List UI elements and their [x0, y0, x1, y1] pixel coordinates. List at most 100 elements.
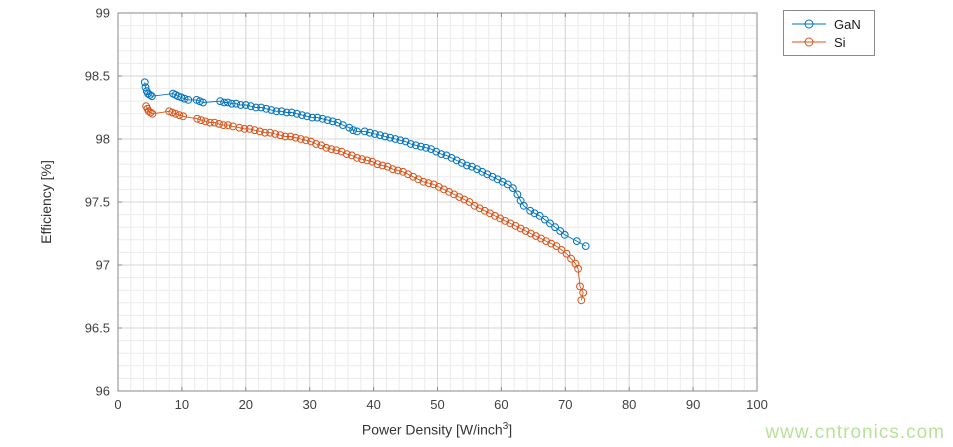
data-point-marker-si — [491, 212, 499, 220]
data-point-marker-si — [327, 145, 336, 154]
data-series — [140, 78, 590, 305]
legend-marker-si — [792, 37, 826, 47]
data-point-marker-si — [373, 160, 382, 169]
data-point-marker-gan — [401, 137, 410, 146]
data-point-marker-gan — [509, 184, 517, 193]
data-point-marker-si — [579, 288, 588, 297]
data-point-marker-gan — [277, 107, 286, 116]
data-point-marker-si — [261, 128, 269, 137]
data-point-marker-si — [434, 183, 443, 191]
data-point-marker-si — [378, 161, 387, 170]
data-point-marker-gan — [345, 123, 354, 132]
data-point-marker-si — [475, 204, 484, 213]
data-point-marker-si — [250, 126, 259, 135]
x-tick-label: 50 — [430, 397, 444, 412]
data-point-marker-gan — [503, 180, 512, 189]
data-point-marker-gan — [541, 215, 549, 224]
data-point-marker-si — [206, 118, 214, 127]
data-point-marker-gan — [478, 167, 487, 176]
x-tick-label: 100 — [746, 397, 768, 412]
data-point-marker-gan — [328, 117, 337, 126]
data-point-marker-si — [358, 155, 367, 164]
data-point-marker-gan — [513, 190, 522, 199]
data-point-marker-si — [414, 175, 423, 184]
data-point-marker-gan — [546, 219, 554, 228]
data-point-marker-gan — [293, 109, 301, 118]
data-point-marker-gan — [468, 162, 476, 171]
x-tick-label: 60 — [494, 397, 508, 412]
data-point-marker-si — [224, 121, 232, 129]
data-point-marker-si — [286, 132, 295, 141]
data-point-marker-si — [383, 162, 392, 171]
data-point-marker-si — [175, 111, 184, 119]
data-point-marker-gan — [227, 99, 236, 108]
data-point-marker-si — [521, 227, 530, 235]
x-axis-label-superscript: 3 — [502, 421, 509, 432]
data-point-marker-si — [256, 127, 264, 136]
data-point-marker-gan — [148, 92, 156, 101]
data-point-marker-gan — [581, 242, 590, 251]
data-point-marker-gan — [526, 206, 535, 215]
data-point-marker-gan — [236, 101, 245, 109]
data-point-marker-si — [197, 116, 206, 124]
data-point-marker-si — [302, 136, 310, 145]
major-gridlines — [117, 12, 758, 392]
legend-marker-gan — [792, 19, 826, 29]
data-point-marker-si — [576, 282, 584, 291]
data-point-marker-gan — [396, 136, 405, 145]
data-point-marker-gan — [432, 147, 441, 156]
data-point-marker-gan — [140, 78, 149, 87]
data-point-marker-si — [348, 151, 356, 160]
legend-item-si: Si — [792, 33, 864, 51]
data-point-marker-gan — [519, 201, 528, 210]
data-point-marker-gan — [353, 127, 361, 136]
data-point-marker-gan — [333, 118, 342, 127]
data-point-marker-gan — [560, 230, 569, 239]
data-point-marker-si — [179, 112, 188, 121]
data-point-marker-si — [409, 172, 418, 181]
data-point-marker-gan — [318, 114, 327, 123]
watermark: www.cntronics.com — [765, 422, 945, 443]
data-point-marker-si — [322, 143, 331, 152]
data-point-marker-gan — [241, 101, 250, 109]
data-point-marker-gan — [303, 112, 312, 121]
data-point-marker-si — [445, 188, 453, 196]
data-point-marker-gan — [224, 98, 232, 107]
data-point-marker-gan — [381, 132, 390, 141]
data-point-marker-gan — [282, 108, 291, 117]
data-point-marker-gan — [216, 97, 225, 106]
data-point-marker-gan — [422, 143, 430, 152]
data-point-marker-gan — [184, 96, 193, 104]
series-line-si — [145, 105, 584, 301]
data-point-marker-si — [368, 157, 377, 166]
x-axis-label-text: Power Density [W/inch — [361, 421, 503, 438]
data-point-marker-si — [266, 128, 275, 137]
data-point-marker-gan — [323, 116, 332, 124]
data-point-marker-gan — [252, 103, 260, 112]
data-point-marker-gan — [386, 133, 395, 142]
data-point-marker-si — [399, 167, 407, 176]
x-tick-label: 90 — [686, 397, 700, 412]
data-point-marker-si — [276, 131, 285, 140]
data-point-marker-si — [215, 120, 223, 128]
data-point-marker-si — [342, 150, 351, 159]
y-axis-label: Efficiency [%] — [38, 160, 54, 244]
data-point-marker-si — [146, 108, 155, 117]
data-point-marker-si — [404, 170, 413, 179]
legend-label-gan: GaN — [834, 16, 861, 32]
data-point-marker-si — [574, 264, 582, 273]
x-tick-label: 80 — [622, 397, 636, 412]
x-tick-label: 70 — [558, 397, 572, 412]
data-point-marker-gan — [360, 127, 369, 136]
legend: GaN Si — [783, 10, 875, 56]
x-axis-label-suffix: ] — [508, 421, 513, 438]
data-point-marker-gan — [365, 128, 374, 137]
data-point-marker-si — [480, 206, 489, 215]
data-point-marker-gan — [488, 172, 497, 181]
data-point-marker-gan — [262, 104, 271, 113]
data-point-marker-si — [201, 117, 210, 126]
data-point-marker-si — [516, 224, 525, 233]
data-point-marker-si — [465, 198, 474, 206]
